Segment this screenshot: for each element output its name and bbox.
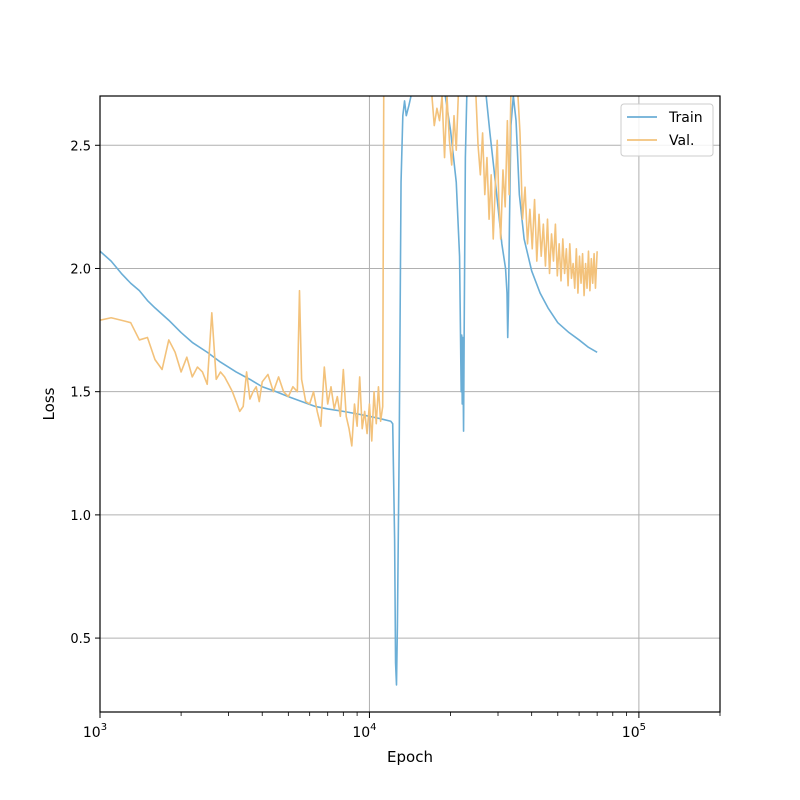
- legend-label-val: Val.: [669, 133, 694, 149]
- series-lines: [100, 96, 598, 686]
- x-tick-label: 103: [83, 722, 107, 741]
- y-tick-label: 2.0: [70, 262, 91, 277]
- plot-frame: [99, 95, 721, 713]
- y-tick-label: 0.5: [70, 632, 91, 647]
- x-tick-label: 104: [352, 722, 376, 741]
- y-tick-label: 1.0: [70, 509, 91, 524]
- x-tick-label: 105: [622, 722, 646, 741]
- legend-label-train: Train: [668, 110, 703, 126]
- series-line-train: [100, 96, 598, 686]
- x-axis-label: Epoch: [387, 748, 433, 766]
- series-line-val: [100, 96, 598, 447]
- y-tick-label: 2.5: [70, 139, 91, 154]
- legend: Train Val.: [620, 103, 714, 157]
- y-axis-label: Loss: [40, 387, 58, 420]
- y-tick-label: 1.5: [70, 386, 91, 401]
- axis-ticks: 0.5 1.0 1.5 2.0 2.5 103 104 105: [70, 139, 721, 741]
